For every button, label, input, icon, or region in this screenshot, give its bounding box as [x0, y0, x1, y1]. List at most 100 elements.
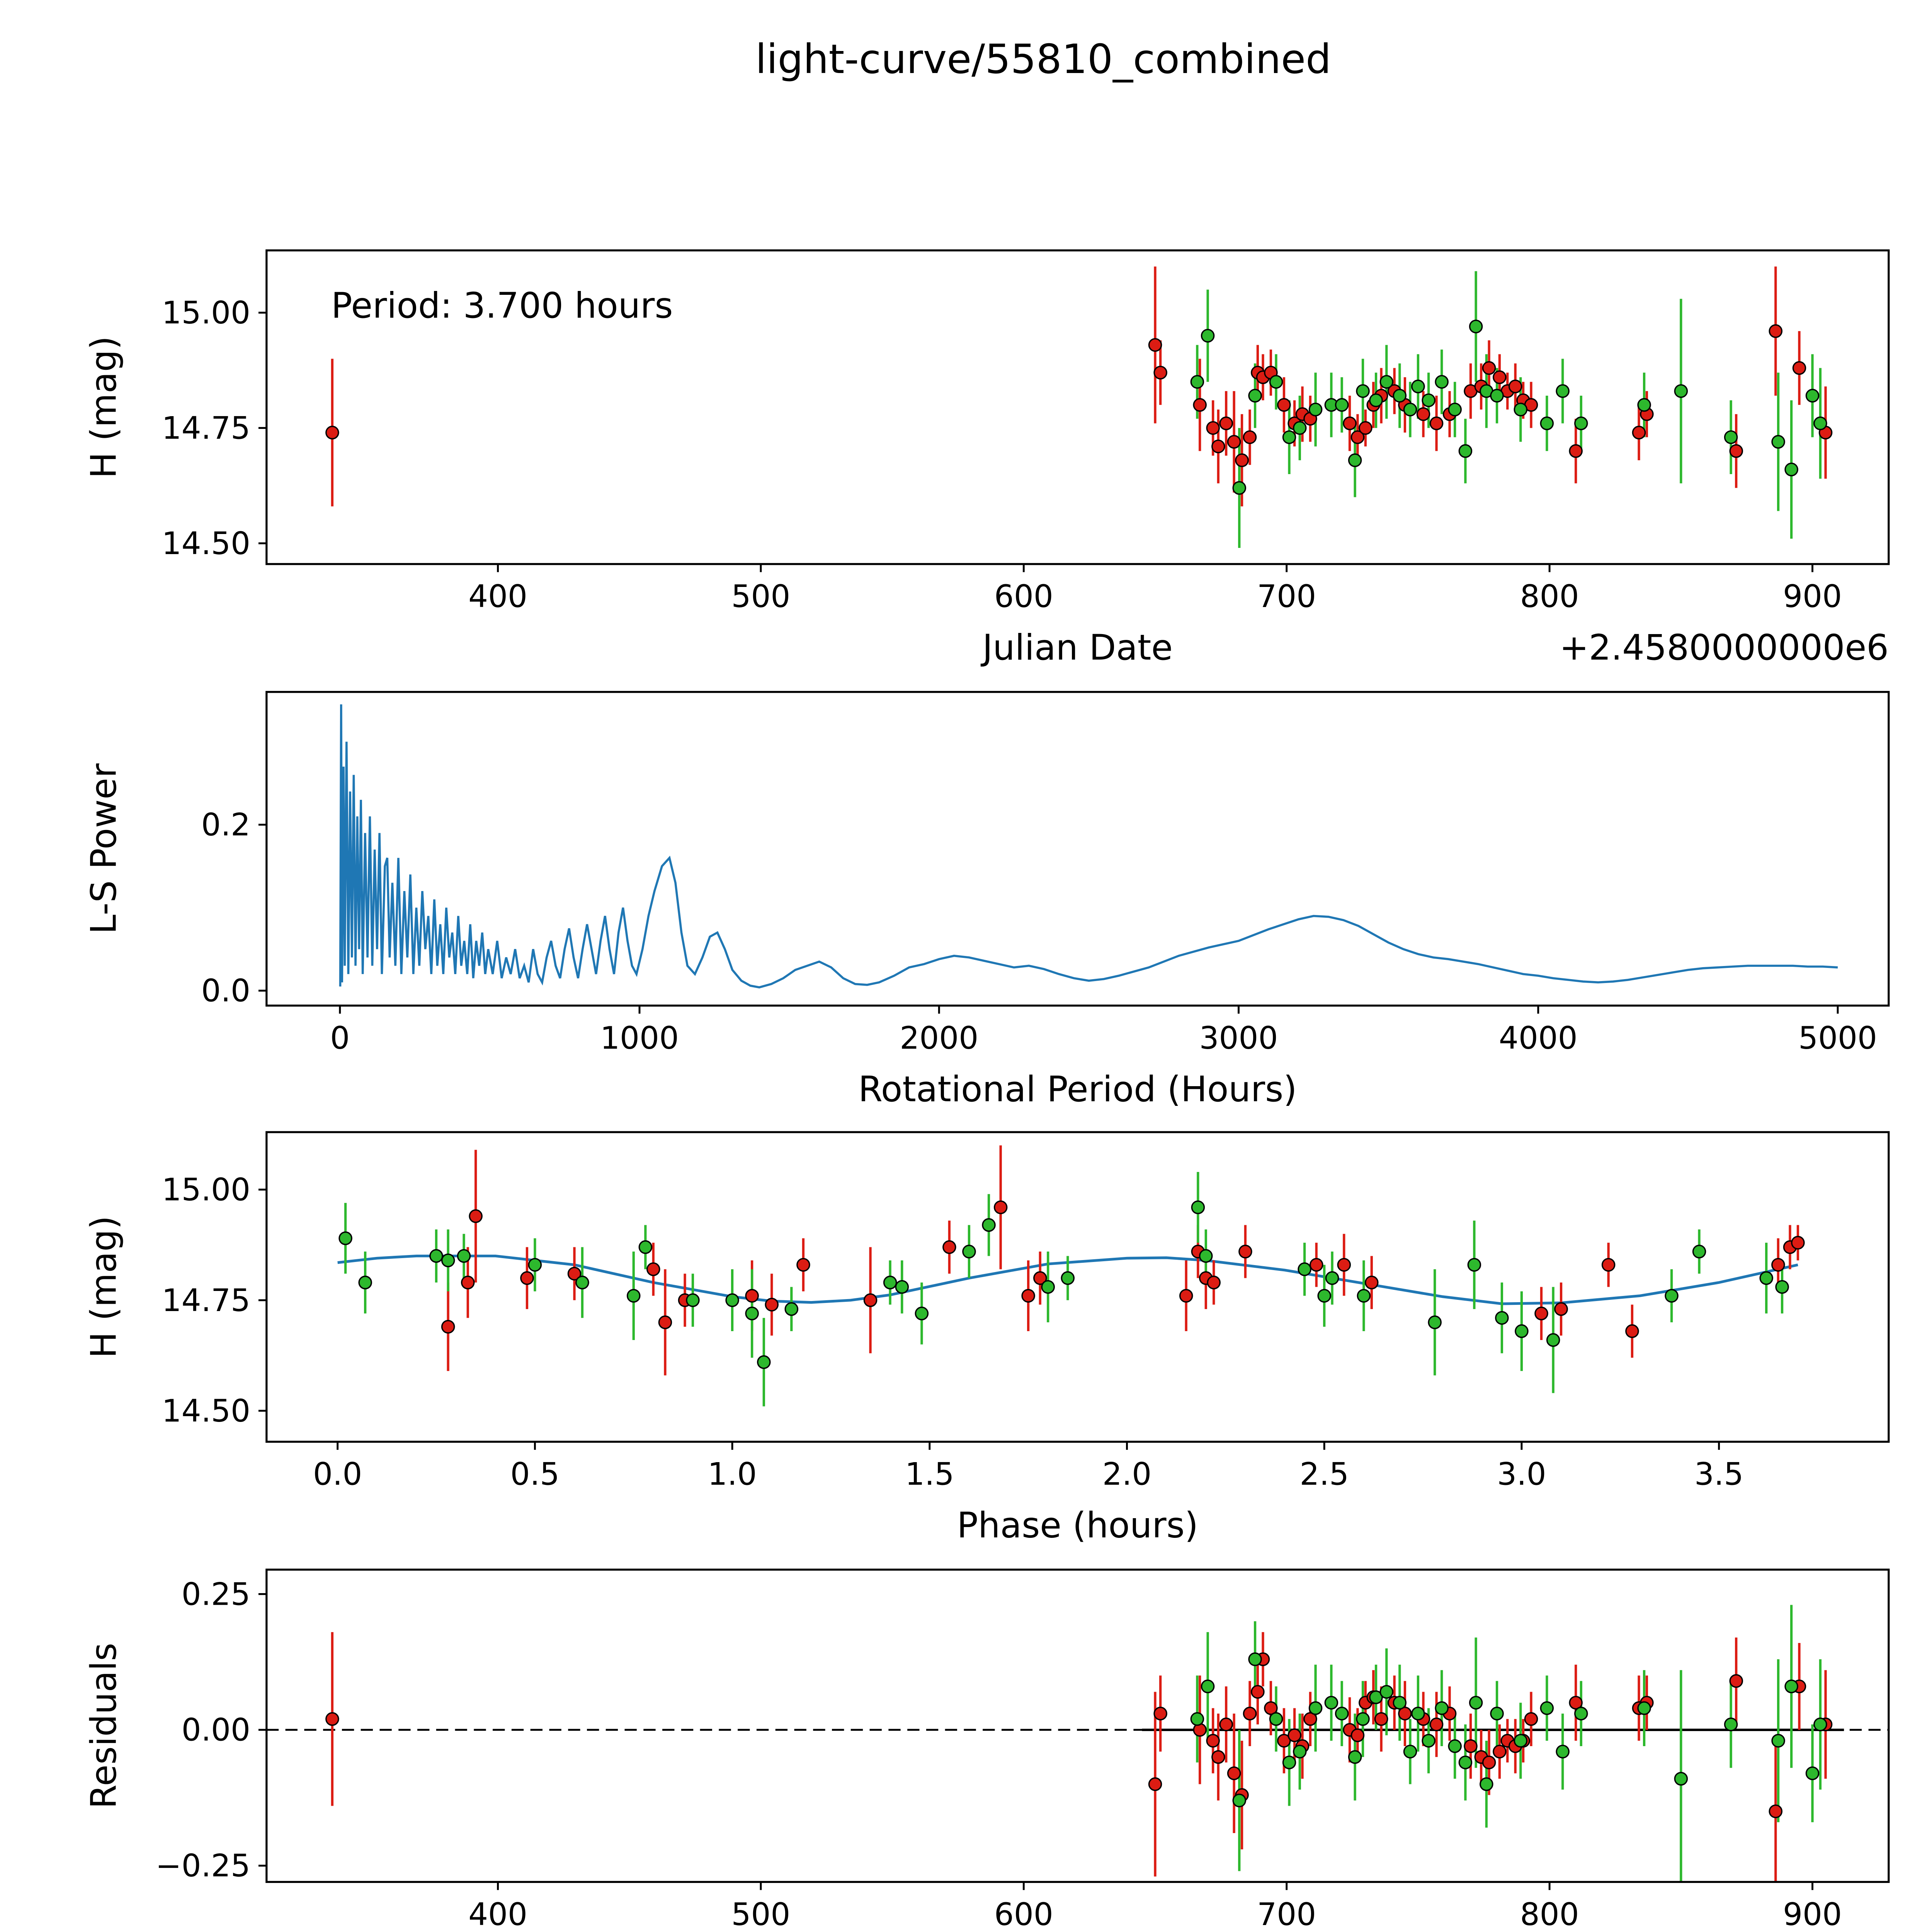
data-point-red [1211, 1750, 1225, 1764]
data-point-green [1293, 421, 1307, 435]
x-tick-label: 2.0 [1102, 1456, 1151, 1492]
data-point-green [1458, 444, 1473, 458]
data-point-green [1191, 1200, 1205, 1214]
y-axis-label: H (mag) [84, 336, 124, 478]
data-point-green [1282, 430, 1296, 444]
data-point-green [982, 1218, 996, 1232]
y-tick-label: −0.25 [156, 1848, 251, 1884]
period-annotation: Period: 3.700 hours [331, 286, 673, 326]
x-tick-label: 0.0 [313, 1456, 362, 1492]
y-axis-label: H (mag) [84, 1216, 124, 1358]
data-point-green [1759, 1271, 1773, 1285]
data-point-green [1469, 320, 1483, 333]
data-point-red [1033, 1271, 1047, 1285]
data-point-red [1791, 1236, 1805, 1250]
x-tick-label: 2000 [900, 1020, 978, 1056]
data-point-green [1435, 375, 1449, 389]
y-tick-label: 14.50 [162, 1393, 250, 1429]
data-point-green [1356, 384, 1370, 398]
data-point-green [429, 1249, 443, 1263]
data-point-green [1379, 1685, 1394, 1699]
data-point-green [1411, 379, 1425, 393]
data-point-green [1448, 403, 1462, 417]
data-point-green [1574, 416, 1588, 430]
data-point-red [325, 1712, 339, 1726]
data-point-green [1348, 453, 1362, 467]
data-point-red [1554, 1302, 1568, 1316]
data-point-red [1219, 1718, 1233, 1731]
x-axis-label: Rotational Period (Hours) [858, 1069, 1297, 1110]
data-point-red [796, 1258, 810, 1272]
data-point-green [1335, 1706, 1349, 1721]
data-point-green [1458, 1755, 1473, 1769]
data-point-red [1398, 1706, 1412, 1721]
data-point-green [1379, 375, 1394, 389]
data-point-green [1298, 1262, 1311, 1276]
data-point-red [1148, 1777, 1162, 1791]
y-tick-label: 0.2 [201, 807, 250, 843]
data-point-green [1357, 1289, 1371, 1303]
x-tick-label: 400 [468, 578, 527, 614]
y-tick-label: 0.25 [182, 1576, 250, 1612]
data-point-red [1243, 1706, 1257, 1721]
data-point-green [1369, 1690, 1383, 1704]
x-tick-label: 0.5 [510, 1456, 560, 1492]
data-point-red [1235, 453, 1249, 467]
x-tick-label: 600 [994, 1896, 1053, 1932]
data-point-green [1308, 1701, 1323, 1715]
axes-frame [265, 1131, 1890, 1443]
data-point-red [1769, 1804, 1783, 1818]
data-point-green [1724, 430, 1738, 444]
data-point-green [757, 1355, 771, 1369]
data-point-red [1350, 430, 1365, 444]
data-point-green [1411, 1706, 1425, 1721]
x-axis-offset-label: +2.4580000000e6 [1560, 628, 1889, 668]
x-tick-label: 0 [330, 1020, 350, 1056]
data-point-red [1482, 1755, 1496, 1769]
data-point-red [1207, 1276, 1221, 1289]
data-point-green [784, 1302, 799, 1316]
data-point-red [461, 1276, 475, 1289]
data-point-green [1546, 1333, 1560, 1347]
data-point-red [1374, 1712, 1388, 1726]
data-point-red [1303, 1712, 1317, 1726]
y-tick-label: 0.00 [182, 1712, 250, 1748]
data-point-green [457, 1249, 471, 1263]
fit-line [337, 1254, 1798, 1305]
data-point-green [1775, 1280, 1789, 1294]
data-point-green [1269, 1712, 1283, 1726]
data-point-green [1422, 393, 1435, 407]
data-point-green [1190, 1712, 1204, 1726]
data-point-red [1277, 1734, 1291, 1748]
data-point-green [1480, 1777, 1493, 1791]
data-point-green [1490, 1706, 1504, 1721]
data-point-red [1350, 1728, 1365, 1742]
plot-area-periodogram [339, 704, 1838, 989]
data-point-red [765, 1298, 779, 1312]
data-point-red [1464, 1739, 1478, 1753]
data-point-red [1179, 1289, 1193, 1303]
data-point-red [1416, 407, 1430, 421]
x-tick-label: 800 [1520, 578, 1579, 614]
data-point-red [1227, 435, 1241, 449]
x-tick-label: 5000 [1798, 1020, 1877, 1056]
data-point-red [1227, 1766, 1241, 1781]
data-point-red [1769, 324, 1783, 338]
data-point-green [1201, 1679, 1215, 1694]
data-point-green [1771, 1734, 1785, 1748]
data-point-green [1556, 384, 1570, 398]
data-point-green [1190, 375, 1204, 389]
data-point-red [1343, 416, 1357, 430]
data-point-green [1369, 393, 1383, 407]
data-point-green [1724, 1718, 1738, 1731]
data-point-green [1435, 1701, 1449, 1715]
x-axis-label: Phase (hours) [957, 1505, 1199, 1546]
data-point-green [883, 1276, 897, 1289]
data-point-red [1148, 338, 1162, 352]
data-point-green [1674, 1772, 1688, 1786]
data-point-red [658, 1315, 672, 1329]
data-point-green [1356, 1712, 1370, 1726]
x-tick-label: 4000 [1499, 1020, 1578, 1056]
data-point-green [1514, 1734, 1528, 1748]
data-point-green [1232, 481, 1247, 495]
